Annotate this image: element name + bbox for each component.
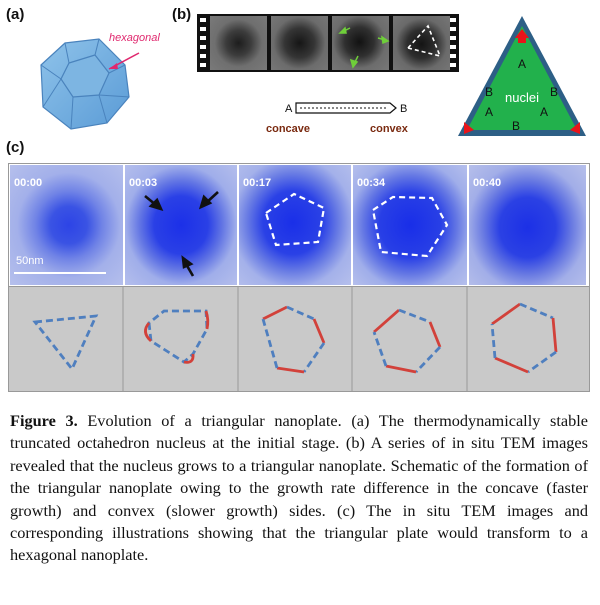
panel-b-label: (b): [172, 6, 192, 23]
triangle-letter: B: [485, 85, 493, 99]
triangle-outline: [406, 24, 442, 58]
film-strip-sprockets: [200, 18, 456, 67]
marker-a: A: [285, 103, 293, 115]
tem-frame-3: [332, 16, 389, 70]
timestamp: 00:40: [473, 177, 502, 189]
nuclei-triangle-schematic: A B B A A B nuclei: [458, 16, 586, 136]
growth-arrow-right: [570, 122, 580, 134]
panel-c-label: (c): [6, 139, 25, 156]
timestamp: 00:03: [129, 177, 158, 189]
tem-outline-0034: [371, 195, 449, 258]
hexagonal-annotation: hexagonal: [109, 32, 160, 44]
scale-bar: [14, 272, 106, 274]
figure-caption: Figure 3. Evolution of a triangular nano…: [10, 410, 588, 567]
illustration-triangle: [32, 314, 99, 372]
tem-overlays: [144, 191, 449, 277]
concave-convex-diagram: A B concave convex: [266, 102, 409, 135]
concave-label: concave: [266, 123, 310, 135]
tem-frame-4: [393, 16, 450, 70]
marker-b: B: [400, 103, 407, 115]
caption-text: Evolution of a triangular nanoplate. (a)…: [10, 411, 588, 565]
timestamp: 00:34: [357, 177, 386, 189]
triangle-letter: B: [512, 119, 520, 133]
tem-frame-2: [271, 16, 328, 70]
illustration-row: [8, 286, 590, 392]
panel-a-label: (a): [6, 6, 25, 23]
convex-label: convex: [370, 123, 409, 135]
illustration-shapes: [32, 286, 558, 391]
growth-arrow-left: [464, 122, 474, 134]
truncated-octahedron-figure: hexagonal: [40, 32, 160, 130]
growth-arrow-top: [515, 29, 529, 38]
nuclei-label: nuclei: [505, 90, 539, 105]
timestamp: 00:00: [14, 177, 43, 189]
timestamp: 00:17: [243, 177, 272, 189]
scale-bar-label: 50nm: [16, 255, 44, 267]
tem-frame-0040: [469, 165, 586, 285]
caption-prefix: Figure 3.: [10, 411, 78, 430]
triangle-letter: B: [550, 85, 558, 99]
growth-arrows-overlay: [338, 24, 442, 69]
triangle-letter: A: [485, 105, 493, 119]
triangle-letter: A: [518, 57, 526, 71]
tem-outline-0017: [264, 192, 326, 247]
triangle-letter: A: [540, 105, 548, 119]
tem-frame-1: [210, 16, 267, 70]
tem-frame-0017: [239, 165, 351, 285]
tem-frame-0003: [125, 165, 237, 285]
illustration-0003-base: [147, 309, 209, 364]
tem-frame-0000: [10, 165, 123, 285]
